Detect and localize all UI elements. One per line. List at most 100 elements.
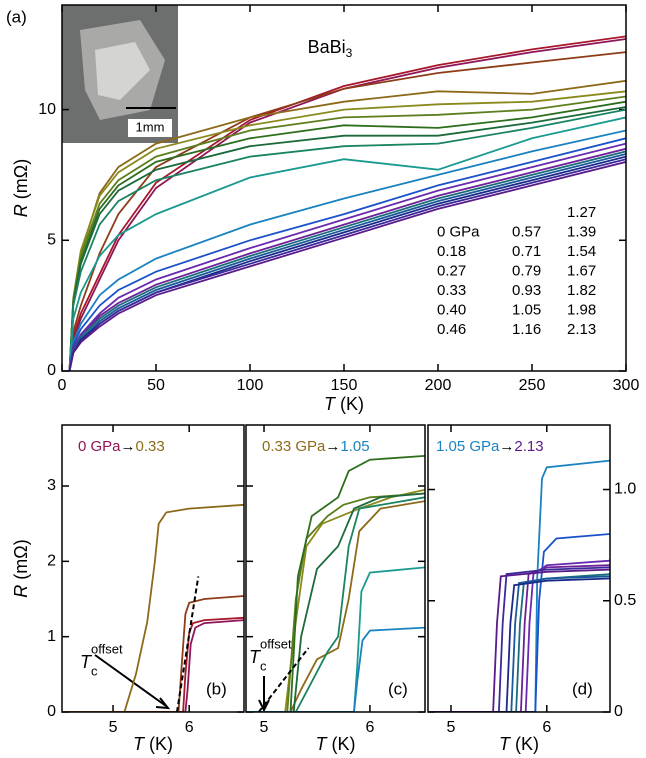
series-line: [68, 38, 626, 371]
tc-sup: offset: [260, 636, 292, 651]
x-tick-label: 200: [425, 377, 452, 394]
series-line: [62, 595, 244, 712]
pressure-to: 0.33: [136, 438, 165, 455]
tangent-line: [257, 647, 310, 712]
x-axis-label: T (K): [316, 734, 356, 754]
x-tick-label: 0: [58, 377, 67, 394]
pressure-from: 0 GPa: [78, 438, 121, 455]
pressure-from: 0.33 GPa: [262, 438, 326, 455]
series-line: [246, 455, 425, 712]
plot-area: [246, 455, 425, 712]
x-label-unit: (K): [332, 734, 356, 754]
plot-area: [68, 35, 626, 371]
series-line: [428, 568, 610, 712]
panel-label: (d): [572, 679, 593, 698]
tc-arrow-head: [155, 697, 171, 710]
pressure-to: 2.13: [514, 438, 543, 455]
x-tick-label: 5: [447, 719, 456, 736]
series-line: [62, 503, 244, 712]
series-line: [246, 492, 425, 712]
tc-arrow: [94, 654, 167, 707]
legend-entry: 0.40: [437, 301, 466, 318]
x-axis-label: T (K): [133, 734, 173, 754]
x-tick-label: 150: [331, 377, 358, 394]
y-label-unit: (mΩ): [11, 159, 31, 199]
x-axis-label: T (K): [499, 734, 539, 754]
x-label-unit: (K): [340, 394, 364, 414]
x-tick-label: 6: [185, 719, 194, 736]
tc-sub: c: [91, 663, 98, 678]
x-label-unit: (K): [515, 734, 539, 754]
y-label-symbol: R: [11, 585, 31, 598]
series-line: [68, 51, 626, 371]
pressure-arrow: →: [121, 438, 136, 455]
x-label-unit: (K): [149, 734, 173, 754]
y-tick-label: 0: [47, 362, 56, 379]
series-line: [428, 564, 610, 712]
tc-main: T: [249, 647, 262, 667]
x-label-symbol: T: [499, 734, 512, 754]
legend-entry: 1.16: [512, 321, 541, 338]
tangent-line: [175, 576, 200, 712]
series-line: [246, 626, 425, 712]
series-line: [68, 108, 626, 371]
pressure-range: 0.33 GPa→1.05: [262, 438, 370, 455]
y-axis-label: R (mΩ): [11, 539, 31, 597]
pressure-to: 1.05: [340, 438, 369, 455]
pressure-arrow: →: [499, 438, 514, 455]
x-tick-label: 6: [542, 719, 551, 736]
x-label-symbol: T: [316, 734, 329, 754]
series-line: [246, 566, 425, 712]
x-tick-label: 100: [237, 377, 264, 394]
legend-entry: 0.79: [512, 262, 541, 279]
inset-photo: 1mm: [62, 5, 178, 143]
x-tick-label: 5: [109, 719, 118, 736]
pressure-arrow: →: [325, 438, 340, 455]
legend-entry: 1.05: [512, 301, 541, 318]
legend-entry: 0.18: [437, 243, 466, 260]
legend-entry: 1.39: [567, 223, 596, 240]
series-line: [68, 155, 626, 371]
legend-entry: 1.67: [567, 262, 596, 279]
series-line: [428, 533, 610, 712]
x-tick-label: 50: [147, 377, 165, 394]
legend-entry: 0 GPa: [437, 223, 480, 240]
legend-entry: 1.27: [567, 204, 596, 221]
pressure-from: 1.05 GPa: [436, 438, 500, 455]
legend-entry: 0.93: [512, 282, 541, 299]
y-tick-label: 3: [47, 477, 56, 494]
x-label-symbol: T: [324, 394, 337, 414]
series-line: [428, 566, 610, 712]
y-tick-label: 1.0: [614, 481, 636, 498]
x-label-symbol: T: [133, 734, 146, 754]
inset-highlight: [95, 42, 150, 100]
chart-title: BaBi3: [308, 37, 353, 60]
y-tick-label: 1: [47, 628, 56, 645]
legend-entry: 0.33: [437, 282, 466, 299]
x-tick-label: 6: [365, 719, 374, 736]
series-line: [68, 142, 626, 371]
tc-sup: offset: [91, 641, 123, 656]
y-label-symbol: R: [11, 204, 31, 217]
series-line: [246, 492, 425, 712]
legend-entry: 0.71: [512, 243, 541, 260]
y-axis-label: R (mΩ): [11, 159, 31, 217]
pressure-range: 1.05 GPa→2.13: [436, 438, 544, 455]
x-tick-label: 250: [519, 377, 546, 394]
legend-entry: 0.27: [437, 262, 466, 279]
series-line: [68, 106, 626, 371]
y-tick-label: 5: [47, 232, 56, 249]
y-tick-label: 2: [47, 553, 56, 570]
legend-entry: 0.57: [512, 223, 541, 240]
series-line: [68, 161, 626, 371]
inset-label-box: [128, 119, 172, 137]
panel-label: (c): [388, 679, 408, 698]
y-tick-label: 0.5: [614, 592, 636, 609]
y-tick-label: 10: [38, 101, 56, 118]
series-line: [246, 488, 425, 712]
x-axis-label: T (K): [324, 394, 364, 414]
axes-frame: [61, 4, 627, 372]
